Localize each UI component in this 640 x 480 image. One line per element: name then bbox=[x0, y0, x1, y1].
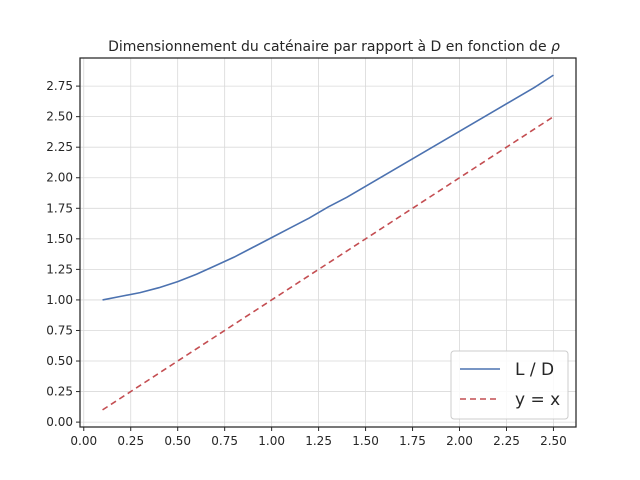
x-tick-label: 0.75 bbox=[211, 434, 238, 448]
y-tick-label: 0.00 bbox=[46, 415, 73, 429]
x-tick-label: 2.25 bbox=[493, 434, 520, 448]
y-tick-label: 2.50 bbox=[46, 110, 73, 124]
x-tick-label: 0.50 bbox=[164, 434, 191, 448]
legend: L / D y = x bbox=[450, 350, 569, 420]
y-tick-label: 0.75 bbox=[46, 323, 73, 337]
plot-frame bbox=[79, 57, 577, 428]
x-tick-label: 1.25 bbox=[305, 434, 332, 448]
legend-label: y = x bbox=[515, 390, 560, 410]
chart-title-text: Dimensionnement du caténaire par rapport… bbox=[108, 39, 551, 55]
x-tick-label: 0.25 bbox=[117, 434, 144, 448]
y-tick-label: 1.00 bbox=[46, 293, 73, 307]
y-tick-label: 0.50 bbox=[46, 354, 73, 368]
y-tick-label: 2.25 bbox=[46, 140, 73, 154]
y-axis: 0.00 0.25 0.50 0.75 1.00 1.25 1.50 1.75 2.00 2.25… bbox=[46, 79, 80, 429]
y-tick-label: 0.25 bbox=[46, 385, 73, 399]
x-tick-label: 2.50 bbox=[540, 434, 567, 448]
legend-box bbox=[450, 350, 569, 420]
x-tick-label: 1.75 bbox=[399, 434, 426, 448]
y-tick-label: 2.00 bbox=[46, 171, 73, 185]
chart-title-symbol: ρ bbox=[551, 39, 560, 55]
x-tick-label: 1.00 bbox=[258, 434, 285, 448]
chart-title: Dimensionnement du caténaire par rapport… bbox=[108, 39, 560, 55]
series-group bbox=[102, 74, 554, 411]
x-tick-label: 2.00 bbox=[446, 434, 473, 448]
series-line-1 bbox=[102, 74, 554, 301]
y-tick-label: 1.75 bbox=[46, 201, 73, 215]
y-tick-label: 1.25 bbox=[46, 262, 73, 276]
y-tick-label: 2.75 bbox=[46, 79, 73, 93]
legend-label: L / D bbox=[515, 360, 554, 380]
x-axis: 0.00 0.25 0.50 0.75 1.00 1.25 1.50 1.75 2.00 2.25… bbox=[70, 427, 567, 448]
x-tick-label: 0.00 bbox=[70, 434, 97, 448]
x-tick-label: 1.50 bbox=[352, 434, 379, 448]
y-tick-label: 1.50 bbox=[46, 232, 73, 246]
